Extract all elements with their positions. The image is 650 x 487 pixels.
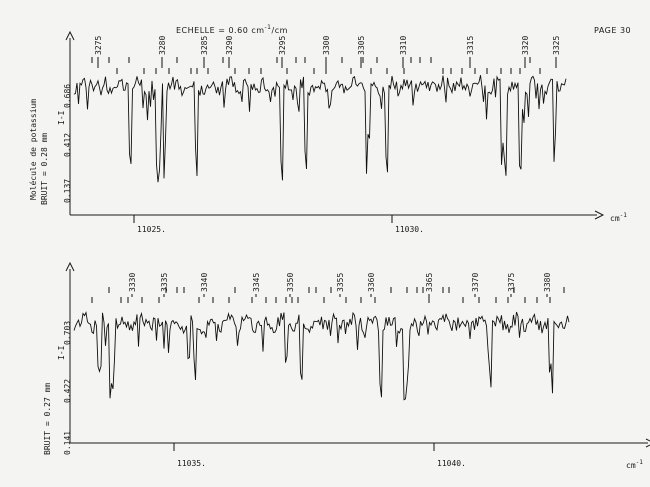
ytick-bottom-1: 0.422 bbox=[63, 379, 72, 403]
x-tick-label-bottom-0: 11035. bbox=[177, 459, 206, 468]
x-axis-arrow-top bbox=[594, 210, 605, 220]
line-number-top-0: 3275 bbox=[94, 36, 103, 55]
line-number-top-1: 3280 bbox=[158, 36, 167, 55]
molecule-label: Molécule de potassium bbox=[28, 99, 38, 200]
page-label: PAGE 30 bbox=[594, 26, 631, 35]
noise-label-top: BRUIT = 0.28 mm bbox=[40, 133, 49, 205]
scale-label: ECHELLE = 0.60 cm-1/cm bbox=[176, 24, 288, 35]
ylabel-bottom: I-I bbox=[57, 345, 66, 360]
line-number-bottom-6: 3360 bbox=[367, 273, 376, 292]
line-number-bottom-3: 3345 bbox=[252, 273, 261, 292]
line-number-bottom-8: 3370 bbox=[471, 273, 480, 292]
line-number-bottom-9: 3375 bbox=[507, 273, 516, 292]
y-axis-arrow-top bbox=[65, 30, 75, 41]
unit-label-top: cm-1 bbox=[610, 212, 627, 223]
line-number-top-9: 3320 bbox=[521, 36, 530, 55]
spectrum-trace-top bbox=[73, 75, 567, 183]
unit-label-bottom: cm-1 bbox=[626, 459, 643, 470]
ytick-top-2: 0.137 bbox=[63, 179, 72, 203]
x-tick-label-top-0: 11025. bbox=[137, 225, 166, 234]
line-number-top-3: 3290 bbox=[225, 36, 234, 55]
line-number-top-10: 3325 bbox=[552, 36, 561, 55]
x-axis-arrow-bottom bbox=[645, 438, 650, 448]
noise-label-bottom: BRUIT = 0.27 mm bbox=[43, 383, 52, 455]
line-number-top-8: 3315 bbox=[466, 36, 475, 55]
line-number-bottom-2: 3340 bbox=[200, 273, 209, 292]
ytick-top-0: 0.686 bbox=[63, 84, 72, 108]
line-number-bottom-0: 3330 bbox=[128, 273, 137, 292]
line-number-bottom-5: 3355 bbox=[336, 273, 345, 292]
line-number-bottom-4: 3350 bbox=[286, 273, 295, 292]
line-number-top-5: 3300 bbox=[322, 36, 331, 55]
line-number-bottom-10: 3380 bbox=[543, 273, 552, 292]
y-axis-arrow-bottom bbox=[65, 261, 75, 272]
ytick-bottom-0: 0.703 bbox=[63, 321, 72, 345]
line-number-top-6: 3305 bbox=[357, 36, 366, 55]
ytick-bottom-2: 0.141 bbox=[63, 431, 72, 455]
ytick-top-1: 0.412 bbox=[63, 133, 72, 157]
line-number-top-4: 3295 bbox=[278, 36, 287, 55]
line-number-bottom-1: 3335 bbox=[160, 273, 169, 292]
ylabel-top: I-I bbox=[57, 110, 66, 125]
line-number-top-7: 3310 bbox=[399, 36, 408, 55]
line-number-top-2: 3285 bbox=[200, 36, 209, 55]
x-tick-label-top-1: 11030. bbox=[395, 225, 424, 234]
spectrum-trace-bottom bbox=[73, 311, 570, 401]
x-tick-label-bottom-1: 11040. bbox=[437, 459, 466, 468]
line-number-bottom-7: 3365 bbox=[425, 273, 434, 292]
